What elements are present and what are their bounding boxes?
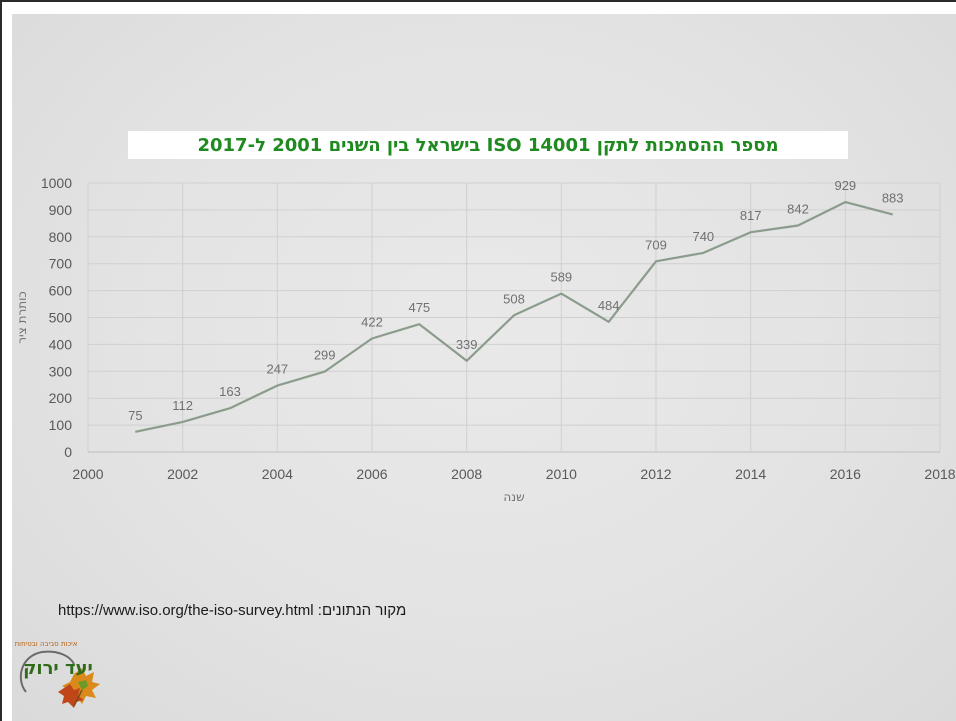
logo-tagline: איכות סביבה ובטיחות xyxy=(15,640,78,648)
y-tick-label: 700 xyxy=(49,256,73,272)
data-label: 247 xyxy=(266,362,288,377)
data-label: 709 xyxy=(645,237,667,252)
x-tick-label: 2016 xyxy=(830,466,861,482)
data-label: 929 xyxy=(834,178,856,193)
axes: 0 100 200 300 400 500 600 700 800 900 1000 2000 2002… xyxy=(41,175,956,482)
data-source-note: מקור הנתונים: https://www.iso.org/the-is… xyxy=(58,602,407,619)
y-tick-label: 300 xyxy=(49,363,73,379)
data-label: 484 xyxy=(598,298,620,313)
y-tick-label: 1000 xyxy=(41,175,72,191)
y-tick-label: 100 xyxy=(49,417,73,433)
y-tick-label: 900 xyxy=(49,202,73,218)
x-tick-label: 2014 xyxy=(735,466,766,482)
x-tick-label: 2000 xyxy=(72,466,103,482)
data-label: 508 xyxy=(503,291,525,306)
logo-text: יעד ירוק xyxy=(23,658,93,679)
autumn-leaves-icon xyxy=(58,668,100,708)
y-tick-label: 600 xyxy=(49,283,73,299)
chart-title: מספר ההסמכות לתקן ISO 14001 בישראל בין ה… xyxy=(197,134,779,156)
data-label: 112 xyxy=(172,398,193,413)
x-tick-label: 2004 xyxy=(262,466,293,482)
y-tick-label: 400 xyxy=(49,336,73,352)
data-label: 475 xyxy=(408,300,430,315)
y-tick-label: 500 xyxy=(49,310,73,326)
data-label: 163 xyxy=(219,384,241,399)
y-axis-label: כותרת ציר xyxy=(15,291,29,344)
y-tick-label: 0 xyxy=(64,444,72,460)
y-tick-label: 800 xyxy=(49,229,73,245)
chart-title-box: מספר ההסמכות לתקן ISO 14001 בישראל בין ה… xyxy=(128,131,848,159)
data-label: 883 xyxy=(882,190,904,205)
x-tick-label: 2006 xyxy=(356,466,387,482)
data-label: 75 xyxy=(128,408,142,423)
data-label: 740 xyxy=(692,229,714,244)
x-axis-label: שנה xyxy=(503,490,524,504)
window-top-border xyxy=(0,0,956,2)
window-left-border xyxy=(0,0,2,721)
x-tick-label: 2008 xyxy=(451,466,482,482)
x-tick-label: 2010 xyxy=(546,466,577,482)
series-line xyxy=(135,201,893,433)
x-tick-label: 2002 xyxy=(167,466,198,482)
x-tick-label: 2018 xyxy=(924,466,955,482)
organization-logo: יעד ירוק איכות סביבה ובטיחות xyxy=(15,640,100,708)
data-labels: 75 112 163 247 299 422 475 339 508 589 484 709 740 81… xyxy=(128,178,903,423)
grid-lines xyxy=(87,182,941,453)
x-tick-label: 2012 xyxy=(640,466,671,482)
data-label: 842 xyxy=(787,202,809,217)
data-label: 422 xyxy=(361,314,383,329)
y-tick-label: 200 xyxy=(49,390,73,406)
data-label: 817 xyxy=(740,208,762,223)
data-label: 339 xyxy=(456,337,478,352)
data-label: 589 xyxy=(550,270,572,285)
logo-swirl xyxy=(19,650,75,693)
data-label: 299 xyxy=(314,348,336,363)
series-line-layer xyxy=(135,201,893,433)
